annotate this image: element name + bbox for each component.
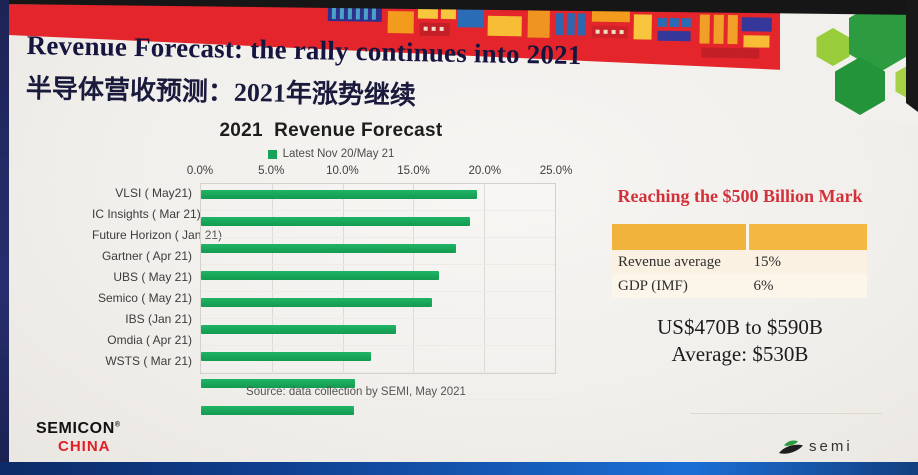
screen-edge-right	[906, 0, 918, 112]
range-line-1: US$470B to $590B	[657, 315, 823, 339]
x-tick-label: 25.0%	[539, 165, 573, 177]
bar	[201, 217, 471, 226]
bar	[201, 271, 439, 280]
category-label: Gartner ( Apr 21)	[101, 249, 192, 263]
table-header-cell	[747, 224, 867, 250]
category-label: Semico ( May 21)	[97, 291, 192, 305]
x-tick-label: 10.0%	[326, 165, 359, 177]
chart-row	[201, 325, 555, 346]
gridline	[484, 184, 486, 373]
chart-legend: Latest Nov 20/May 21	[92, 148, 570, 160]
hexagon-dark-large	[849, 0, 911, 72]
semicon-wordmark: SEMICON®	[36, 420, 121, 437]
bar	[201, 352, 371, 361]
bar-chart: 2021 Revenue Forecast Latest Nov 20/May …	[92, 120, 572, 415]
footer-divider	[690, 413, 882, 414]
semicon-china-logo: SEMICON® CHINA	[36, 420, 121, 455]
category-labels: VLSI ( May21) IC Insights ( Mar 21) Future…	[92, 164, 223, 374]
plot-column: 0.0% 5.0% 10.0% 15.0% 20.0% 25.0%	[187, 164, 572, 415]
summary-table-body: Revenue average 15% GDP (IMF) 6%	[612, 250, 867, 298]
chart-body: VLSI ( May21) IC Insights ( Mar 21) Future…	[92, 164, 572, 415]
semi-swoosh-icon	[779, 440, 803, 454]
chart-row	[201, 406, 555, 427]
headline-block: Revenue Forecast: the rally continues in…	[26, 30, 582, 115]
x-tick-label: 5.0%	[258, 165, 285, 177]
plot-area	[200, 183, 556, 415]
table-cell-value: 6%	[747, 274, 867, 298]
category-label: IBS (Jan 21)	[125, 312, 192, 326]
chart-row	[201, 352, 555, 373]
screen-edge-top	[0, 0, 918, 15]
chart-title: 2021 Revenue Forecast	[219, 120, 443, 141]
hexagon-dark-medium	[835, 57, 885, 115]
summary-panel: Reaching the $500 Billion Mark Revenue a…	[604, 186, 876, 366]
table-row: GDP (IMF) 6%	[612, 274, 867, 298]
table-cell-label: Revenue average	[612, 250, 748, 274]
category-label: IC Insights ( Mar 21)	[92, 207, 201, 221]
range-line-2: Average: $530B	[671, 342, 809, 366]
category-label: VLSI ( May21)	[115, 186, 192, 200]
x-axis: 0.0% 5.0% 10.0% 15.0% 20.0% 25.0%	[187, 164, 572, 183]
category-label: Future Horizon ( Jan 21)	[92, 228, 223, 242]
category-label: Omdia ( Apr 21)	[107, 333, 192, 347]
top-banner-decoration	[0, 0, 918, 125]
hexagon-light-small	[816, 28, 850, 66]
category-label: UBS ( May 21)	[113, 270, 192, 284]
x-tick-label: 15.0%	[397, 165, 430, 177]
panel-heading: Reaching the $500 Billion Mark	[617, 186, 863, 206]
bar	[201, 379, 356, 388]
chart-row	[201, 244, 555, 265]
bar	[201, 406, 354, 415]
bar	[201, 325, 397, 334]
revenue-range-text: US$470B to $590B Average: $530B	[604, 314, 876, 368]
bar	[201, 244, 456, 253]
legend-label: Latest Nov 20/May 21	[282, 148, 395, 160]
chart-row	[201, 379, 555, 400]
legend-swatch-icon	[267, 149, 277, 159]
registered-mark-icon: ®	[114, 421, 121, 429]
table-cell-value: 15%	[747, 250, 867, 274]
table-row: Revenue average 15%	[612, 250, 867, 274]
bar	[201, 190, 478, 199]
chart-row	[201, 190, 555, 211]
table-header-row	[612, 224, 867, 250]
screen-edge-left	[0, 0, 9, 475]
chart-row	[201, 298, 555, 319]
chart-row	[201, 217, 555, 238]
category-label: WSTS ( Mar 21)	[105, 354, 192, 368]
summary-table: Revenue average 15% GDP (IMF) 6%	[612, 224, 867, 298]
screen-edge-bottom	[0, 462, 918, 475]
bar	[201, 298, 432, 307]
table-header-cell	[612, 224, 749, 250]
china-wordmark: CHINA	[58, 438, 111, 455]
chart-source-note: Source: data collection by SEMI, May 202…	[246, 386, 466, 398]
x-tick-label: 0.0%	[186, 165, 214, 177]
banner-pattern	[327, 3, 772, 59]
x-tick-label: 20.0%	[468, 165, 502, 177]
table-cell-label: GDP (IMF)	[612, 274, 748, 298]
semi-logo: semi	[778, 438, 853, 455]
semi-wordmark: semi	[809, 438, 853, 455]
chart-row	[201, 271, 555, 292]
